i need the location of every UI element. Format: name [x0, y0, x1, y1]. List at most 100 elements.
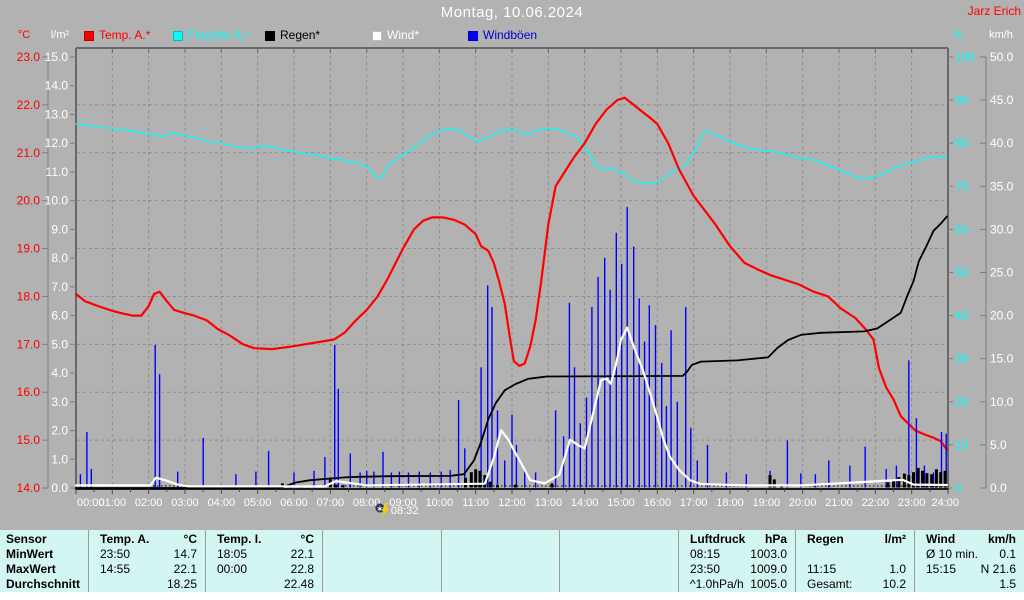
legend-swatch-wind [372, 30, 382, 41]
wind-series-line-path [74, 326, 949, 488]
rain-bar [925, 473, 929, 488]
table-cell-temp-i-minwert: 18:05 22.1 [205, 547, 322, 562]
rain-bar [478, 470, 482, 488]
table-header-empty-2 [441, 532, 559, 547]
rain-axis-tick-label: 2.0 [51, 424, 68, 438]
rain-bar [886, 482, 890, 488]
x-tick-label: 00:00 [77, 497, 105, 509]
humidity-axis-tick-label: 60 [955, 222, 969, 236]
wind-axis-tick-label: 40.0 [990, 136, 1014, 150]
rain-cumulative-line [75, 215, 948, 489]
legend-label-windboeen: Windböen [483, 28, 538, 42]
cell-value: 1009.0 [750, 562, 787, 576]
table-cell-empty-2-minwert [441, 547, 559, 562]
rain-bar [768, 475, 772, 488]
date-title: Montag, 10.06.2024 [440, 4, 584, 21]
wind-gust-impulses [79, 207, 947, 488]
temp-axis-tick-label: 17.0 [17, 337, 41, 351]
table-separator [205, 530, 206, 592]
table-group-empty-1 [322, 532, 441, 592]
rain-bar [550, 483, 554, 488]
table-cell-empty-3-durchschnitt [559, 577, 678, 592]
legend-swatch-regen [265, 30, 275, 41]
x-tick-label: 11:00 [462, 497, 489, 509]
row-label-durchschnitt: Durchschnitt [0, 577, 88, 592]
x-tick-label: 21:00 [825, 497, 853, 509]
table-cell-temp-i-maxwert: 00:00 22.8 [205, 562, 322, 577]
humidity-series-line-path [75, 123, 948, 185]
table-cell-wind-durchschnitt: 1.5 [914, 577, 1024, 592]
row-label-maxwert: MaxWert [0, 562, 88, 577]
table-separator [88, 530, 89, 592]
row-label-text: MaxWert [6, 562, 56, 576]
temp-series-line [74, 96, 949, 451]
x-tick-label: 22:00 [862, 497, 890, 509]
humidity-axis-tick-label: 10 [955, 438, 969, 452]
temp-axis-tick-label: 16.0 [17, 385, 41, 399]
humidity-series-line [75, 123, 948, 185]
row-label-minwert: MinWert [0, 547, 88, 562]
temp-axis-unit-label: °C [18, 29, 30, 41]
cell-time: 08:15 [690, 547, 721, 561]
rain-axis-tick-label: 3.0 [51, 395, 68, 409]
cell-time: Gesamt: [807, 577, 853, 591]
table-cell-empty-2-durchschnitt [441, 577, 559, 592]
humidity-axis-tick-label: 100 [955, 50, 975, 64]
rain-bar [916, 467, 920, 488]
temp-axis-tick-label: 19.0 [17, 242, 41, 256]
cell-time: 23:50 [690, 562, 721, 576]
cell-time: 00:00 [217, 562, 248, 576]
x-tick-label: 04:00 [208, 497, 236, 509]
rain-bar [907, 475, 911, 488]
wind-axis: 0.0 5.0 10.0 15.0 20.0 25.0 30.0 35.0 40.0 45.0 50… [980, 29, 1014, 495]
table-cell-empty-2-maxwert [441, 562, 559, 577]
humidity-axis-tick-label: 90 [955, 93, 969, 107]
legend-item-regen: Regen* [265, 29, 320, 42]
rain-axis-tick-label: 1.0 [51, 452, 68, 466]
legend-item-wind: Wind* [372, 29, 419, 42]
table-group-temp-i: Temp. I. °C 18:05 22.1 00:00 22.8 22.48 [205, 532, 322, 592]
rain-bar [912, 472, 915, 488]
table-group-empty-2 [441, 532, 559, 592]
rain-axis: 0.0 1.0 2.0 3.0 4.0 5.0 6.0 7.0 8.0 9.0 10.0 11.0 12… [45, 29, 76, 495]
wind-axis-tick-label: 50.0 [990, 50, 1014, 64]
table-cell-regen-minwert [795, 547, 914, 562]
table-cell-empty-1-maxwert [322, 562, 441, 577]
humidity-axis-tick-label: 80 [955, 136, 969, 150]
rain-bar [469, 472, 473, 488]
temp-axis-tick-label: 15.0 [17, 433, 41, 447]
table-header-empty-3 [559, 532, 678, 547]
x-tick-label: 13:00 [535, 497, 563, 509]
table-separator [795, 530, 796, 592]
cell-value: 0.1 [999, 547, 1016, 561]
table-header-temp-i: Temp. I. °C [205, 532, 322, 547]
station-name: Jarz Erich [967, 4, 1021, 18]
table-header-regen: Regen l/m² [795, 532, 914, 547]
wind-axis-tick-label: 30.0 [990, 222, 1014, 236]
legend-swatch-temp-a [84, 30, 94, 41]
x-tick-label: 05:00 [244, 497, 272, 509]
rain-bar [514, 484, 518, 488]
table-group-luftdruck: Luftdruck hPa 08:15 1003.0 23:50 1009.0 ^1.0hP… [678, 532, 795, 592]
row-label-sensor: Sensor [0, 532, 88, 547]
cell-value: 14.7 [173, 547, 197, 561]
sensor-unit: °C [183, 532, 197, 546]
x-ticks [75, 48, 949, 494]
temp-series-line-path [74, 96, 949, 451]
rain-axis-tick-label: 4.0 [51, 366, 68, 380]
legend-swatch-windboeen [468, 30, 478, 41]
wind-axis-tick-label: 15.0 [990, 352, 1014, 366]
wind-axis-tick-label: 10.0 [990, 395, 1014, 409]
summary-table: Sensor MinWert MaxWert Durchschnitt Temp. A.… [0, 530, 1024, 592]
rain-bar [892, 479, 895, 488]
rain-bar [341, 485, 345, 488]
x-tick-label: 12:00 [498, 497, 526, 509]
humidity-axis-tick-label: 40 [955, 309, 969, 323]
x-tick-label: 16:00 [644, 497, 672, 509]
cell-time: 23:50 [100, 547, 131, 561]
lightning-icon [381, 503, 389, 518]
x-tick-label: 23:00 [898, 497, 926, 509]
x-tick-label: 02:00 [135, 497, 163, 509]
